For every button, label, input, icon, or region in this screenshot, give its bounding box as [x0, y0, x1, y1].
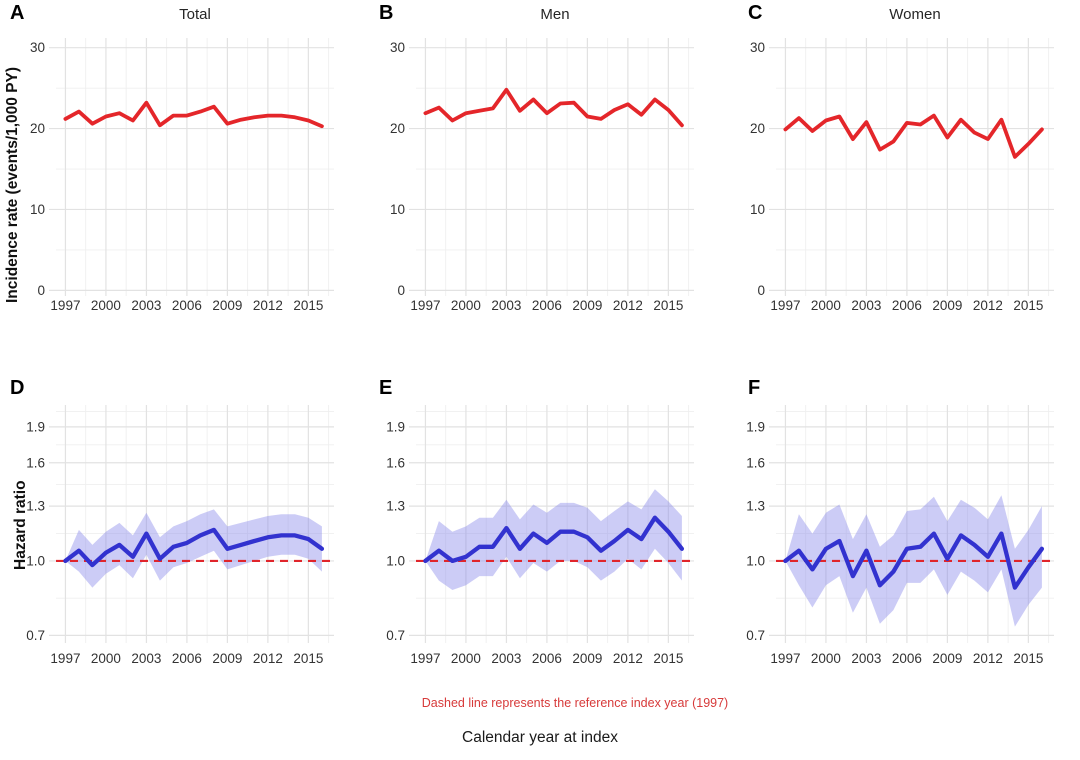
svg-text:1.9: 1.9	[746, 419, 765, 434]
svg-text:2003: 2003	[491, 298, 521, 313]
svg-text:1.0: 1.0	[386, 553, 405, 568]
svg-text:1997: 1997	[50, 651, 80, 666]
svg-text:1997: 1997	[50, 298, 80, 313]
svg-text:2009: 2009	[572, 298, 602, 313]
svg-text:0.7: 0.7	[746, 628, 765, 643]
svg-text:1.9: 1.9	[386, 419, 405, 434]
svg-text:30: 30	[30, 40, 45, 55]
svg-text:0.7: 0.7	[26, 628, 45, 643]
svg-text:2012: 2012	[253, 651, 283, 666]
svg-text:2006: 2006	[892, 298, 922, 313]
svg-text:1997: 1997	[410, 298, 440, 313]
svg-text:1997: 1997	[410, 651, 440, 666]
panel-letter-f: F	[748, 377, 761, 399]
panel-letter-d: D	[10, 377, 25, 399]
svg-text:1.3: 1.3	[26, 499, 45, 514]
svg-text:20: 20	[30, 121, 45, 136]
svg-text:2000: 2000	[91, 651, 121, 666]
svg-text:2012: 2012	[613, 298, 643, 313]
svg-text:2003: 2003	[851, 298, 881, 313]
svg-text:2006: 2006	[172, 298, 202, 313]
panel-letter-e: E	[379, 377, 393, 399]
panel-title-men: Men	[540, 6, 570, 23]
svg-text:20: 20	[390, 121, 405, 136]
reference-line-footnote: Dashed line represents the reference ind…	[421, 696, 729, 710]
svg-text:30: 30	[750, 40, 765, 55]
svg-text:2009: 2009	[572, 651, 602, 666]
panel-letter-a: A	[10, 2, 25, 24]
svg-text:10: 10	[30, 202, 45, 217]
svg-text:1.9: 1.9	[26, 419, 45, 434]
svg-text:0: 0	[397, 283, 405, 298]
x-axis-label: Calendar year at index	[462, 729, 618, 746]
panel-b-incidence-men: 1997 2000 2003 2006 2009 2012 2015 0 10 20 30 B Me…	[360, 0, 720, 340]
svg-text:2003: 2003	[131, 298, 161, 313]
svg-text:2015: 2015	[293, 298, 323, 313]
svg-text:10: 10	[750, 202, 765, 217]
svg-text:2012: 2012	[973, 298, 1003, 313]
svg-text:2012: 2012	[973, 651, 1003, 666]
svg-text:1.6: 1.6	[746, 455, 765, 470]
svg-text:2012: 2012	[253, 298, 283, 313]
svg-text:1.6: 1.6	[386, 455, 405, 470]
svg-text:2009: 2009	[212, 651, 242, 666]
svg-text:2012: 2012	[613, 651, 643, 666]
svg-text:2015: 2015	[1013, 298, 1043, 313]
svg-text:2015: 2015	[293, 651, 323, 666]
svg-text:1.3: 1.3	[746, 499, 765, 514]
panel-c-incidence-women: 1997 2000 2003 2006 2009 2012 2015 0 10 20 30 C Wo…	[720, 0, 1080, 340]
svg-text:0: 0	[37, 283, 45, 298]
svg-text:0.7: 0.7	[386, 628, 405, 643]
svg-text:1.0: 1.0	[26, 553, 45, 568]
svg-text:2003: 2003	[851, 651, 881, 666]
svg-text:1997: 1997	[770, 298, 800, 313]
svg-text:0: 0	[757, 283, 765, 298]
panel-letter-c: C	[748, 2, 763, 24]
svg-text:2003: 2003	[491, 651, 521, 666]
svg-text:2015: 2015	[653, 651, 683, 666]
svg-text:2000: 2000	[451, 651, 481, 666]
svg-text:2009: 2009	[212, 298, 242, 313]
svg-text:2006: 2006	[532, 298, 562, 313]
svg-text:1.3: 1.3	[386, 499, 405, 514]
svg-text:2015: 2015	[1013, 651, 1043, 666]
svg-text:10: 10	[390, 202, 405, 217]
svg-text:2000: 2000	[811, 298, 841, 313]
svg-text:2009: 2009	[932, 651, 962, 666]
svg-text:1997: 1997	[770, 651, 800, 666]
svg-text:2006: 2006	[532, 651, 562, 666]
svg-text:2006: 2006	[892, 651, 922, 666]
svg-text:2006: 2006	[172, 651, 202, 666]
panel-title-total: Total	[179, 6, 211, 23]
panel-d-hazard-total: 1997 2000 2003 2006 2009 2012 2015 0.7 1.0 1.3 1.6…	[0, 375, 360, 675]
panel-e-hazard-men: 1997 2000 2003 2006 2009 2012 2015 0.7 1.0 1.3 1.6…	[360, 375, 720, 675]
svg-text:1.0: 1.0	[746, 553, 765, 568]
svg-text:2000: 2000	[811, 651, 841, 666]
svg-text:2009: 2009	[932, 298, 962, 313]
panel-f-hazard-women: 1997 2000 2003 2006 2009 2012 2015 0.7 1.0 1.3 1.6…	[720, 375, 1080, 675]
svg-text:2000: 2000	[91, 298, 121, 313]
panel-a-incidence-total: 1997 2000 2003 2006 2009 2012 2015 0 10 20 30 A To…	[0, 0, 360, 340]
svg-text:1.6: 1.6	[26, 455, 45, 470]
panel-title-women: Women	[889, 6, 941, 23]
svg-text:2003: 2003	[131, 651, 161, 666]
panel-letter-b: B	[379, 2, 394, 24]
svg-text:2000: 2000	[451, 298, 481, 313]
svg-text:20: 20	[750, 121, 765, 136]
svg-text:2015: 2015	[653, 298, 683, 313]
svg-text:30: 30	[390, 40, 405, 55]
